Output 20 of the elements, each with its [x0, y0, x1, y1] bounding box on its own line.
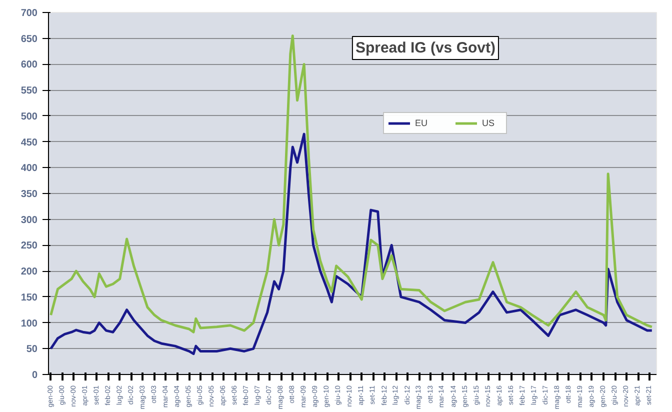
- y-tick-label: 50: [26, 344, 38, 356]
- y-tick-label: 600: [20, 60, 38, 71]
- line-series: [50, 34, 654, 334]
- y-tick-label: 700: [20, 8, 38, 19]
- y-tick-label: 200: [20, 266, 38, 278]
- legend-label: US: [482, 117, 496, 129]
- y-tick-label: 150: [20, 292, 38, 304]
- y-tick-label: 400: [20, 163, 38, 174]
- y-tick-label: 300: [20, 214, 38, 226]
- y-tick-label: 250: [20, 240, 38, 252]
- y-tick-label: 350: [20, 189, 38, 200]
- line-series: [50, 132, 654, 356]
- y-tick-label: 650: [20, 34, 38, 45]
- y-tick-label: 0: [32, 370, 38, 381]
- text: Spread IG (vs Govt): [355, 40, 496, 57]
- legend-label: EU: [415, 117, 429, 129]
- y-tick-label: 500: [20, 111, 38, 122]
- y-tick-label: 450: [20, 137, 38, 148]
- y-tick-label: 550: [20, 86, 38, 97]
- y-tick-label: 100: [20, 318, 38, 330]
